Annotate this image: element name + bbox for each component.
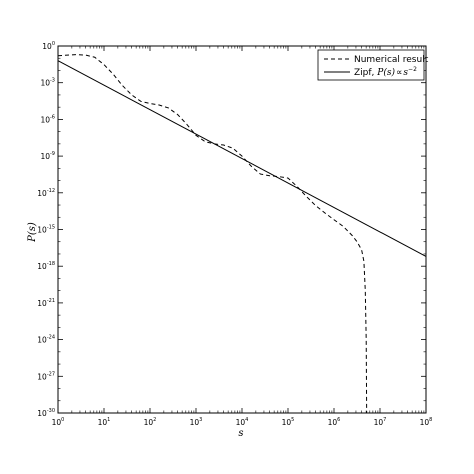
legend-frame <box>317 49 425 81</box>
x-tick-exp: 4 <box>245 417 248 423</box>
y-tick-base: 10 <box>37 299 47 308</box>
series-numerical-result <box>58 54 368 413</box>
x-axis-label: s <box>238 428 243 439</box>
y-tick-base: 10 <box>37 372 47 381</box>
y-tick-base: 10 <box>37 409 47 418</box>
x-tick-base: 10 <box>236 418 246 427</box>
y-tick-label: 10-30 <box>37 408 55 418</box>
y-tick-exp: -18 <box>47 261 55 267</box>
y-tick-label: 10-9 <box>40 151 55 161</box>
y-tick-label: 100 <box>42 41 55 51</box>
x-tick-exp: 2 <box>153 417 156 423</box>
y-tick-label: 10-27 <box>37 371 55 381</box>
legend-zipf-lhs: P(s) <box>376 67 395 78</box>
y-tick-exp: -6 <box>50 114 55 120</box>
y-tick-label: 10-3 <box>40 78 55 88</box>
x-tick-base: 10 <box>328 418 338 427</box>
y-tick-base: 10 <box>37 189 47 198</box>
x-tick-label: 105 <box>282 417 295 427</box>
y-tick-exp: -21 <box>47 298 55 304</box>
x-tick-exp: 5 <box>291 417 294 423</box>
y-tick-base: 10 <box>37 262 47 271</box>
y-tick-base: 10 <box>37 336 47 345</box>
axis-ticks <box>57 45 427 414</box>
y-tick-exp: -15 <box>47 225 55 231</box>
y-tick-label: 10-12 <box>37 188 55 198</box>
y-tick-base: 10 <box>40 115 50 124</box>
legend-zipf-base: s <box>403 68 408 78</box>
y-tick-base: 10 <box>40 79 50 88</box>
x-tick-label: 108 <box>420 417 433 427</box>
x-tick-label: 104 <box>236 417 249 427</box>
x-tick-base: 10 <box>374 418 384 427</box>
series-zipf-fit <box>58 60 426 257</box>
x-tick-exp: 7 <box>383 417 386 423</box>
legend-label-numerical: Numerical result <box>354 55 429 65</box>
y-tick-exp: 0 <box>52 41 55 47</box>
x-tick-base: 10 <box>144 418 154 427</box>
y-tick-exp: -3 <box>50 78 55 84</box>
x-tick-label: 100 <box>52 417 65 427</box>
x-tick-base: 10 <box>420 418 430 427</box>
legend-zipf-rel: ∝ <box>396 68 402 78</box>
y-tick-exp: -24 <box>47 335 55 341</box>
x-tick-exp: 6 <box>337 417 340 423</box>
y-tick-exp: -9 <box>50 151 55 157</box>
legend: Numerical result Zipf, P(s)∝s−2 <box>317 49 429 81</box>
y-tick-label: 10-18 <box>37 261 55 271</box>
x-tick-label: 106 <box>328 417 341 427</box>
legend-zipf-exp: −2 <box>408 66 417 73</box>
x-tick-base: 10 <box>98 418 108 427</box>
legend-zipf-text: Zipf, <box>354 68 377 78</box>
y-tick-base: 10 <box>37 226 47 235</box>
y-tick-label: 10-21 <box>37 298 55 308</box>
y-tick-exp: -30 <box>47 408 55 414</box>
x-tick-base: 10 <box>282 418 292 427</box>
x-tick-base: 10 <box>190 418 200 427</box>
y-tick-exp: -12 <box>47 188 55 194</box>
x-tick-label: 101 <box>98 417 111 427</box>
x-tick-exp: 3 <box>199 417 202 423</box>
x-tick-exp: 8 <box>429 417 432 423</box>
y-axis-label: P(s) <box>27 222 38 243</box>
x-tick-label: 107 <box>374 417 387 427</box>
y-tick-label: 10-15 <box>37 225 55 235</box>
x-tick-exp: 0 <box>61 417 64 423</box>
y-tick-base: 10 <box>42 42 52 51</box>
x-tick-exp: 1 <box>107 417 110 423</box>
x-tick-label: 103 <box>190 417 203 427</box>
y-tick-label: 10-24 <box>37 335 55 345</box>
y-tick-exp: -27 <box>47 371 55 377</box>
y-tick-base: 10 <box>40 152 50 161</box>
y-tick-label: 10-6 <box>40 114 55 124</box>
tick-labels: 100 101 102 103 104 105 106 107 10810010-310-610… <box>37 41 432 427</box>
legend-label-zipf: Zipf, P(s)∝s−2 <box>354 66 417 78</box>
x-tick-label: 102 <box>144 417 157 427</box>
x-tick-base: 10 <box>52 418 62 427</box>
